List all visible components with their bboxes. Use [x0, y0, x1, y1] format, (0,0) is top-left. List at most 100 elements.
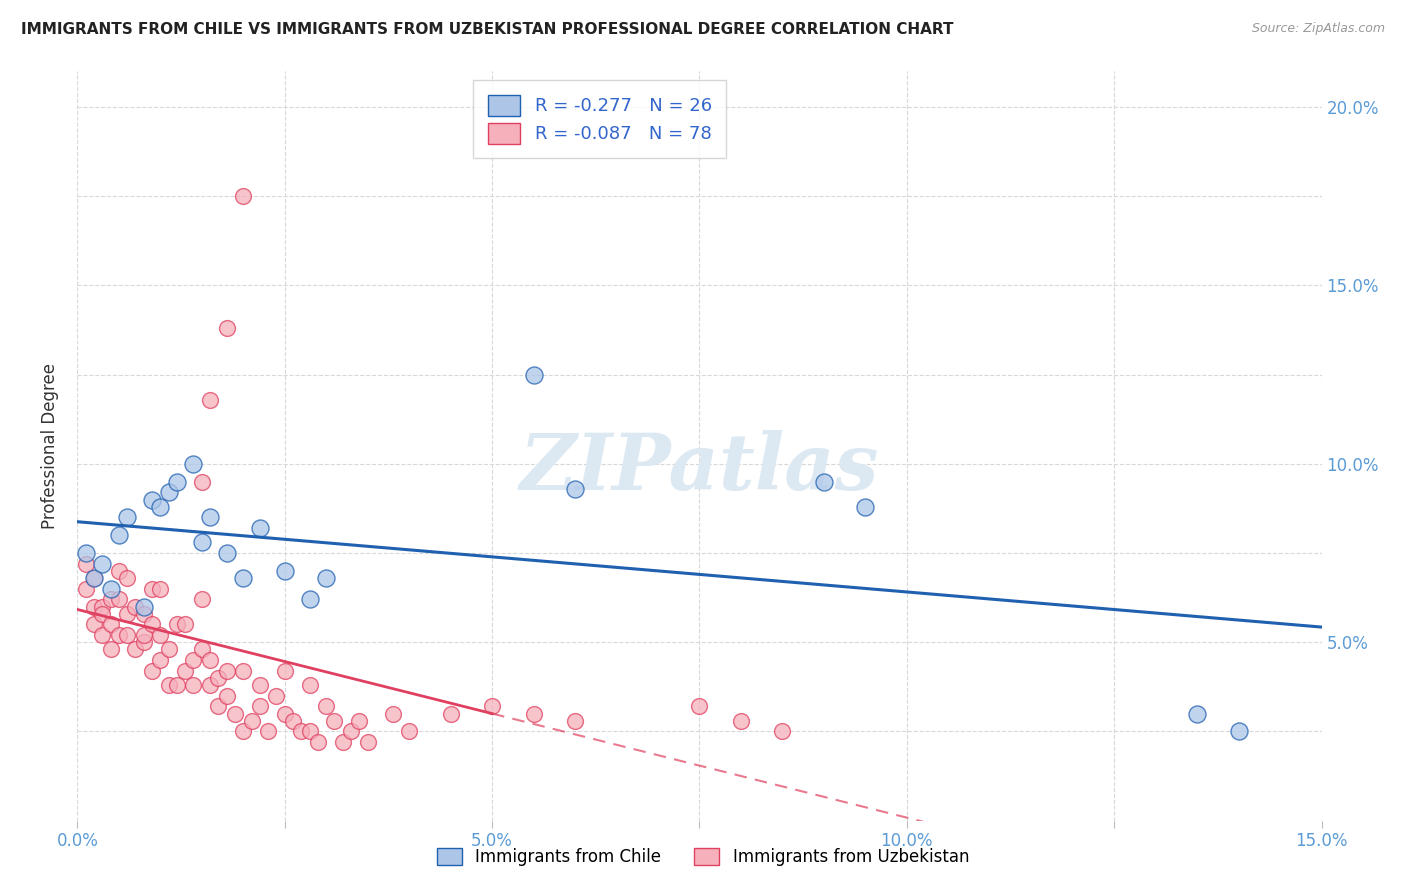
Point [107, 564, 129, 578]
Point [564, 714, 586, 728]
Point [100, 642, 122, 657]
Point [232, 724, 254, 739]
Point [207, 699, 229, 714]
Point [215, 546, 238, 560]
Point [166, 617, 188, 632]
Point [281, 714, 304, 728]
Point [190, 642, 214, 657]
Point [224, 706, 246, 721]
Point [91, 628, 114, 642]
Point [298, 678, 321, 692]
Point [141, 664, 163, 678]
Point [166, 475, 188, 489]
Point [115, 571, 138, 585]
Point [132, 599, 155, 614]
Point [273, 706, 295, 721]
Point [83, 617, 105, 632]
Point [149, 653, 172, 667]
Point [198, 392, 221, 407]
Point [75, 557, 97, 571]
Point [107, 628, 129, 642]
Point [157, 642, 180, 657]
Point [266, 689, 288, 703]
Point [273, 664, 295, 678]
Point [1187, 706, 1209, 721]
Point [357, 735, 380, 749]
Point [215, 321, 238, 335]
Point [323, 714, 346, 728]
Point [166, 678, 188, 692]
Point [249, 699, 271, 714]
Point [157, 485, 180, 500]
Point [183, 678, 205, 692]
Point [132, 607, 155, 621]
Point [1227, 724, 1250, 739]
Point [115, 510, 138, 524]
Point [91, 599, 114, 614]
Point [215, 664, 238, 678]
Point [157, 678, 180, 692]
Point [132, 635, 155, 649]
Legend: R = -0.277   N = 26, R = -0.087   N = 78: R = -0.277 N = 26, R = -0.087 N = 78 [474, 80, 727, 158]
Point [124, 599, 146, 614]
Point [298, 724, 321, 739]
Point [107, 592, 129, 607]
Point [149, 500, 172, 514]
Point [183, 653, 205, 667]
Y-axis label: Professional Degree: Professional Degree [41, 363, 59, 529]
Point [207, 671, 229, 685]
Point [273, 564, 295, 578]
Point [91, 557, 114, 571]
Point [198, 653, 221, 667]
Point [75, 546, 97, 560]
Point [481, 699, 503, 714]
Point [349, 714, 371, 728]
Legend: Immigrants from Chile, Immigrants from Uzbekistan: Immigrants from Chile, Immigrants from U… [429, 840, 977, 875]
Point [100, 592, 122, 607]
Point [398, 724, 420, 739]
Point [100, 617, 122, 632]
Point [124, 642, 146, 657]
Point [855, 500, 877, 514]
Point [174, 664, 197, 678]
Point [332, 735, 354, 749]
Point [232, 571, 254, 585]
Point [523, 368, 546, 382]
Point [381, 706, 404, 721]
Point [523, 706, 546, 721]
Text: IMMIGRANTS FROM CHILE VS IMMIGRANTS FROM UZBEKISTAN PROFESSIONAL DEGREE CORRELAT: IMMIGRANTS FROM CHILE VS IMMIGRANTS FROM… [21, 22, 953, 37]
Point [83, 571, 105, 585]
Point [315, 571, 337, 585]
Point [115, 607, 138, 621]
Point [307, 735, 329, 749]
Point [149, 628, 172, 642]
Point [198, 678, 221, 692]
Point [83, 599, 105, 614]
Point [149, 582, 172, 596]
Point [564, 482, 586, 496]
Point [190, 535, 214, 549]
Point [198, 510, 221, 524]
Point [315, 699, 337, 714]
Point [174, 617, 197, 632]
Point [340, 724, 363, 739]
Point [190, 592, 214, 607]
Point [215, 689, 238, 703]
Point [107, 528, 129, 542]
Point [290, 724, 312, 739]
Text: Source: ZipAtlas.com: Source: ZipAtlas.com [1251, 22, 1385, 36]
Point [141, 492, 163, 507]
Point [772, 724, 794, 739]
Point [141, 617, 163, 632]
Point [439, 706, 461, 721]
Point [75, 582, 97, 596]
Point [240, 714, 263, 728]
Point [730, 714, 752, 728]
Point [141, 582, 163, 596]
Point [115, 628, 138, 642]
Point [91, 607, 114, 621]
Point [83, 571, 105, 585]
Point [183, 457, 205, 471]
Point [249, 521, 271, 535]
Point [813, 475, 835, 489]
